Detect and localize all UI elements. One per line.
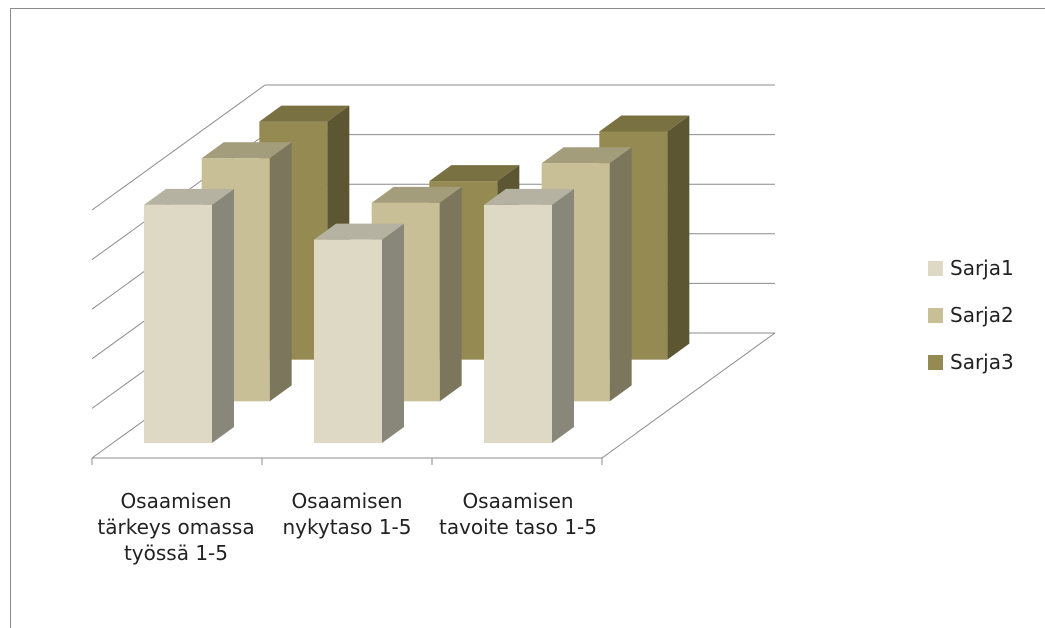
legend-swatch-sarja2 — [928, 307, 943, 323]
bar-s1-c2-front — [314, 239, 382, 443]
chart-frame — [10, 8, 1045, 628]
legend-label-sarja2: Sarja2 — [950, 303, 1014, 327]
legend-swatch-sarja1 — [928, 260, 943, 276]
bar-s2-c1-top — [201, 142, 292, 159]
legend-label-sarja1: Sarja1 — [950, 256, 1014, 280]
legend-item-sarja3: Sarja3 — [928, 349, 1014, 375]
bar-s1-c2-top — [314, 223, 404, 240]
bar-s1-c1-side — [212, 188, 234, 443]
legend: Sarja1 Sarja2 Sarja3 — [928, 255, 1014, 396]
bar-s2-c2-side — [439, 186, 462, 402]
bar-s3-c2-top — [429, 165, 520, 182]
bar-s3-c1-top — [259, 105, 350, 122]
bar-s1-c3-top — [484, 188, 574, 205]
bar-s1-c3-side — [552, 188, 574, 443]
legend-swatch-sarja3 — [928, 354, 943, 370]
bar-s3-c3-top — [599, 115, 690, 132]
category-label-3: Osaamisen tavoite taso 1-5 — [438, 489, 597, 539]
legend-item-sarja2: Sarja2 — [928, 302, 1014, 328]
bar-s1-c1-front — [144, 204, 212, 443]
bar-s1-c3-front — [484, 204, 552, 443]
bar-s2-c3-side — [609, 147, 632, 402]
category-label-1: Osaamisen tärkeys omassa työssä 1-5 — [97, 489, 255, 565]
bar-s3-c3-side — [667, 115, 690, 360]
legend-label-sarja3: Sarja3 — [950, 350, 1014, 374]
legend-item-sarja1: Sarja1 — [928, 255, 1014, 281]
bar-s2-c1-side — [269, 142, 292, 402]
gridline-side-5 — [91, 84, 266, 211]
bar-s2-c2-top — [371, 186, 462, 203]
category-label-2: Osaamisen nykytaso 1-5 — [282, 489, 412, 539]
bar-s1-c1-top — [144, 188, 234, 205]
bar-s2-c3-top — [541, 147, 632, 164]
bar-s1-c2-side — [382, 223, 404, 443]
